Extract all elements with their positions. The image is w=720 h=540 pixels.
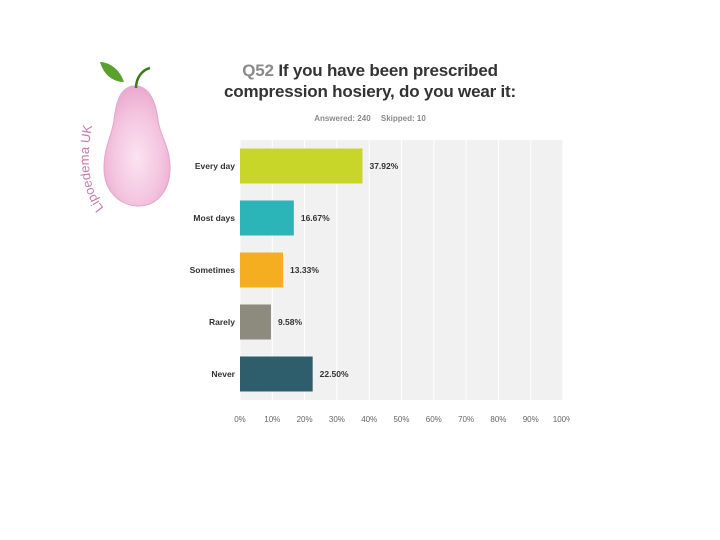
bar (240, 356, 313, 392)
x-tick-label: 0% (234, 415, 246, 424)
question-title: Q52 If you have been prescribed compress… (200, 60, 540, 102)
lipoedema-uk-logo: Lipoedema UK (80, 62, 171, 215)
x-tick-label: 40% (361, 415, 377, 424)
x-tick-label: 50% (393, 415, 409, 424)
pear-shape (103, 85, 171, 207)
x-tick-label: 80% (490, 415, 506, 424)
answered-count: Answered: 240 (314, 114, 371, 123)
value-label: 13.33% (290, 265, 319, 275)
bar (240, 148, 363, 184)
bar (240, 200, 294, 236)
x-tick-label: 100% (553, 415, 570, 424)
category-label: Every day (195, 161, 235, 171)
value-label: 37.92% (369, 161, 398, 171)
x-tick-label: 20% (297, 415, 313, 424)
category-label: Most days (193, 213, 235, 223)
bar (240, 304, 271, 340)
x-tick-label: 10% (264, 415, 280, 424)
category-label: Never (211, 369, 235, 379)
leaf-icon (100, 62, 124, 82)
value-label: 16.67% (301, 213, 330, 223)
logo-text: Lipoedema UK (80, 123, 106, 215)
x-tick-label: 90% (523, 415, 539, 424)
question-text: If you have been prescribed compression … (224, 61, 516, 101)
x-tick-label: 70% (458, 415, 474, 424)
svg-text:Lipoedema UK: Lipoedema UK (80, 123, 106, 215)
value-label: 22.50% (320, 369, 349, 379)
response-stats: Answered: 240 Skipped: 10 (300, 114, 440, 123)
category-label: Sometimes (190, 265, 236, 275)
stem-icon (134, 66, 151, 89)
value-label: 9.58% (278, 317, 303, 327)
x-tick-label: 60% (426, 415, 442, 424)
category-label: Rarely (209, 317, 235, 327)
question-number: Q52 (242, 61, 274, 80)
x-tick-label: 30% (329, 415, 345, 424)
bar-chart: Every day 37.92% Most days 16.67% Sometimes 1… (190, 140, 570, 424)
skipped-count: Skipped: 10 (380, 114, 426, 123)
bar (240, 252, 284, 288)
